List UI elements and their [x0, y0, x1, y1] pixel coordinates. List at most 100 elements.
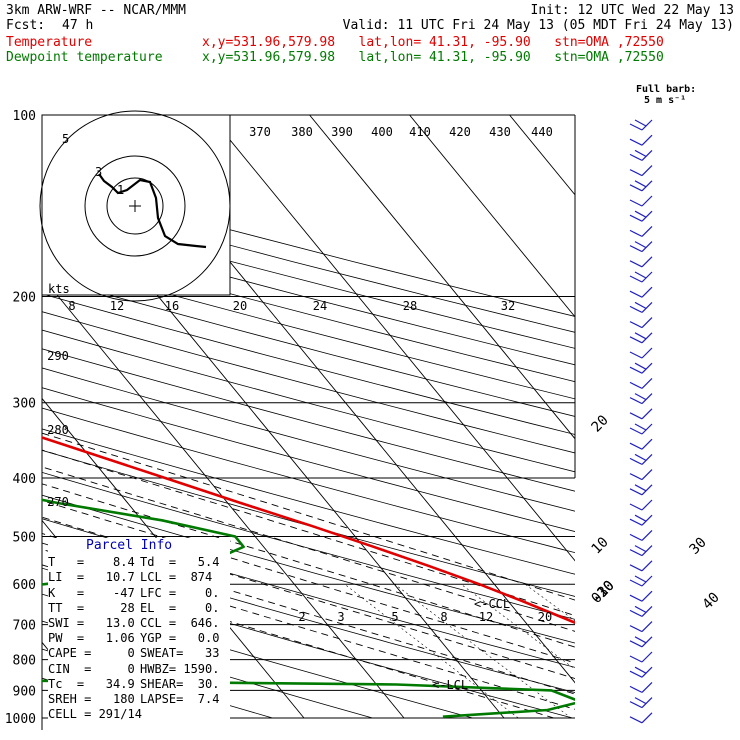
hodograph-units: kts [48, 282, 70, 296]
hodograph-ring-label: 3 [95, 165, 102, 179]
parcel-info-value: CELL = 291/14 [48, 707, 142, 722]
wind-barb [629, 165, 653, 177]
theta-e-label: 420 [449, 125, 471, 139]
parcel-info-value: Tc = 34.9 [48, 676, 135, 691]
theta-e-label: 390 [331, 125, 353, 139]
wind-barb [629, 453, 653, 465]
hodograph-trace [98, 173, 207, 249]
pressure-label-300: 300 [13, 397, 36, 412]
parcel-info-row: CIN = 0 HWBZ= 1590. [48, 662, 230, 677]
hodograph-ring [106, 177, 164, 235]
wind-barb [629, 423, 653, 435]
parcel-info-value: CCL = 646. [140, 616, 220, 631]
temperature-profile [42, 436, 575, 625]
pressure-label-600: 600 [13, 578, 36, 593]
wind-barb [629, 210, 653, 222]
isotherm-label: 30 [687, 535, 710, 558]
wind-barb [629, 119, 653, 131]
theta-e-label: 380 [291, 125, 313, 139]
parcel-info-value: SWEAT= 33 [140, 646, 220, 661]
wind-barb [629, 362, 653, 374]
dry-adiabat-380 [42, 329, 575, 473]
wind-barb [629, 666, 653, 678]
wind-barb [629, 681, 653, 693]
theta-e-label: 370 [249, 125, 271, 139]
parcel-info-value: SREH = 180 [48, 692, 135, 707]
wind-barb [629, 241, 653, 253]
isotherm-30 [409, 115, 575, 318]
forecast-hour: 47 h [62, 18, 94, 33]
wind-barb [629, 134, 653, 146]
dry-adiabat-310 [42, 471, 575, 620]
wind-barb [629, 408, 653, 420]
wind-barb [629, 484, 653, 496]
wind-barb [629, 590, 653, 602]
hodograph-box [41, 114, 231, 296]
mixing-ratio-label: 8 [440, 610, 447, 624]
wind-barb [629, 605, 653, 617]
lcl-marker: <-LCL [432, 678, 468, 692]
parcel-info-row: TT = 28 EL = 0. [48, 601, 230, 616]
mixing-ratio-label: 3 [337, 610, 344, 624]
wind-barb [629, 636, 653, 648]
wind-barb [629, 560, 653, 572]
isotherm-20 [309, 115, 575, 440]
isotherm-40 [509, 115, 575, 196]
pressure-label-1000: 1000 [5, 712, 36, 727]
dewpoint-location: x,y=531.96,579.98 lat,lon= 41.31, -95.90… [202, 50, 664, 65]
parcel-info-rows: T = 8.4 Td = 5.4 LI = 10.7 LCL = 874 K = -47… [48, 555, 230, 722]
parcel-info-row: SREH = 180 LAPSE= 7.4 [48, 692, 230, 707]
theta-e-label: 410 [409, 125, 431, 139]
parcel-info-value: Td = 5.4 [140, 555, 220, 570]
wind-barb [629, 469, 653, 481]
mixing-ratio-label: 2 [298, 610, 305, 624]
valid-time: Valid: 11 UTC Fri 24 May 13 (05 MDT Fri … [342, 18, 734, 33]
dry-adiabat-270 [42, 567, 573, 719]
wind-barb [629, 651, 653, 663]
isotherm-label: 40 [700, 590, 723, 613]
wind-barb [629, 697, 653, 709]
wind-barb [629, 529, 653, 541]
wind-barb [629, 180, 653, 192]
parcel-info-row: Tc = 34.9 SHEAR= 30. [48, 677, 230, 692]
wind-barb [629, 149, 653, 161]
wind-barb [629, 332, 653, 344]
dewpoint-profile [42, 498, 575, 718]
parcel-info-value: EL = 0. [140, 600, 220, 615]
dry-adiabat-430 [42, 242, 575, 383]
wind-barb [629, 621, 653, 633]
dry-adiabat-260 [42, 593, 473, 719]
theta-label: 290 [47, 349, 69, 363]
wind-barb [629, 499, 653, 511]
mixing-ratio-3 [394, 583, 572, 719]
dry-adiabat-370 [42, 348, 575, 492]
hodograph-ring [39, 110, 231, 302]
wind-barb [629, 514, 653, 526]
mixing-ratio-top-label: 24 [313, 299, 327, 313]
isotherm-label: 10 [589, 534, 612, 557]
parcel-info-value: YGP = 0.0 [140, 631, 220, 646]
parcel-info-value: T = 8.4 [48, 555, 135, 570]
isotherm--60 [0, 115, 4, 718]
pressure-label-900: 900 [13, 684, 36, 699]
mixing-ratio-top-label: 32 [501, 299, 515, 313]
temperature-location: x,y=531.96,579.98 lat,lon= 41.31, -95.90… [202, 35, 664, 50]
mixing-ratio-label: 5 [391, 610, 398, 624]
pressure-label-100: 100 [13, 109, 36, 124]
mixing-ratio-top-label: 28 [403, 299, 417, 313]
parcel-info-row: CAPE = 0 SWEAT= 33 [48, 646, 230, 661]
parcel-info-value: LAPSE= 7.4 [140, 692, 220, 707]
mixing-ratio-label: 20 [538, 610, 552, 624]
dry-adiabat-420 [42, 259, 575, 400]
temperature-legend: Temperature [6, 35, 93, 50]
ccl-marker: <-CCL [474, 597, 510, 611]
parcel-info-row: K = -47 LFC = 0. [48, 586, 230, 601]
wind-barb [629, 438, 653, 450]
parcel-info-value: LI = 10.7 [48, 570, 135, 585]
wind-barb [629, 301, 653, 313]
wind-barb [629, 225, 653, 237]
isotherm-10 [209, 115, 575, 562]
theta-e-label: 400 [371, 125, 393, 139]
parcel-info-row: T = 8.4 Td = 5.4 [48, 555, 230, 570]
hodograph-ring-label: 5 [62, 132, 69, 146]
